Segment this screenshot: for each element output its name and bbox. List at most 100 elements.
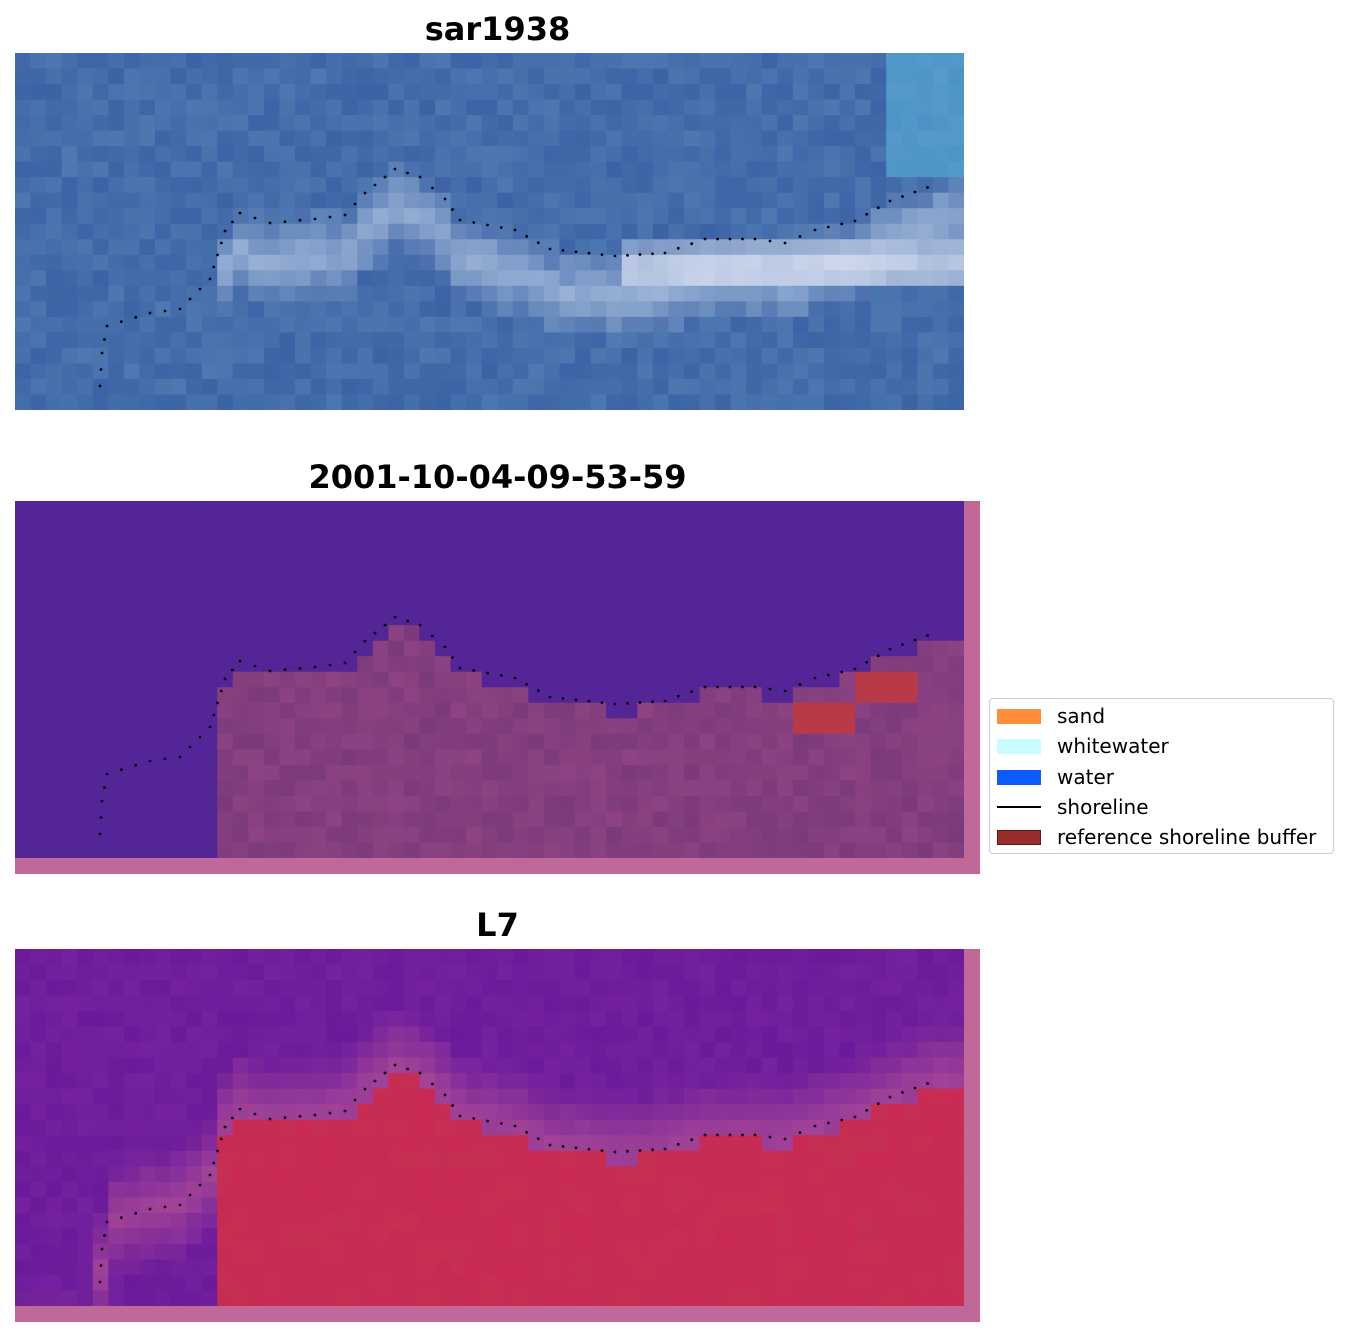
raster-pixel [92, 594, 109, 611]
raster-pixel [652, 995, 670, 1012]
raster-pixel [575, 254, 592, 271]
raster-pixel [606, 1042, 623, 1059]
raster-pixel [155, 1104, 172, 1121]
raster-pixel [761, 1042, 778, 1059]
shoreline-point [865, 1108, 869, 1112]
raster-pixel [30, 1212, 47, 1229]
raster-pixel [419, 563, 436, 580]
raster-pixel [575, 949, 592, 966]
raster-pixel [543, 609, 561, 626]
raster-pixel [201, 980, 218, 997]
raster-pixel [232, 1181, 249, 1198]
raster-pixel [61, 270, 78, 287]
raster-pixel [528, 68, 545, 85]
raster-pixel [155, 687, 172, 704]
raster-pixel [621, 1243, 638, 1261]
raster-pixel [15, 795, 32, 813]
raster-pixel [590, 316, 607, 333]
raster-pixel [528, 1073, 545, 1090]
raster-pixel [217, 1243, 234, 1261]
raster-pixel [808, 208, 825, 225]
raster-pixel [932, 609, 950, 626]
raster-pixel [139, 285, 156, 302]
raster-pixel [263, 363, 281, 380]
raster-pixel [30, 980, 47, 997]
raster-pixel [295, 1274, 312, 1292]
raster-pixel [917, 53, 934, 70]
raster-pixel [652, 687, 670, 704]
raster-pixel [855, 1259, 872, 1276]
raster-pixel [855, 811, 872, 828]
raster-pixel [232, 1243, 249, 1261]
raster-pixel [248, 161, 265, 178]
raster-pixel [855, 1011, 872, 1028]
raster-pixel [248, 208, 265, 225]
raster-pixel [777, 625, 794, 642]
raster-pixel [699, 378, 716, 396]
raster-pixel [108, 378, 125, 396]
raster-pixel [606, 826, 623, 844]
raster-pixel [419, 1212, 436, 1229]
raster-pixel [855, 1088, 872, 1105]
raster-pixel [761, 547, 778, 564]
raster-pixel [279, 1104, 296, 1121]
raster-pixel [30, 516, 47, 533]
raster-pixel [559, 301, 576, 318]
raster-pixel [310, 239, 327, 256]
raster-pixel [61, 301, 78, 318]
raster-pixel [341, 1243, 358, 1261]
raster-pixel [761, 1166, 778, 1183]
raster-pixel [575, 780, 592, 797]
raster-pixel [746, 1088, 763, 1105]
raster-pixel [497, 1073, 514, 1090]
raster-pixel [388, 749, 405, 766]
raster-pixel [808, 316, 825, 333]
raster-pixel [450, 795, 467, 813]
raster-pixel [155, 1042, 172, 1059]
raster-pixel [388, 1181, 405, 1198]
raster-pixel [792, 547, 810, 564]
raster-pixel [61, 625, 78, 642]
raster-pixel [155, 671, 172, 688]
raster-pixel [777, 687, 794, 704]
raster-pixel [310, 378, 327, 396]
raster-pixel [61, 208, 78, 225]
raster-pixel [139, 208, 156, 225]
raster-pixel [715, 1197, 732, 1214]
raster-pixel [263, 532, 281, 549]
raster-pixel [30, 532, 47, 549]
raster-pixel [932, 1150, 950, 1167]
raster-pixel [30, 625, 47, 642]
raster-pixel [77, 656, 94, 673]
raster-pixel [450, 609, 467, 626]
raster-pixel [699, 1057, 716, 1074]
raster-pixel [699, 1181, 716, 1198]
raster-pixel [155, 1259, 172, 1276]
raster-pixel [870, 177, 887, 194]
raster-pixel [715, 1073, 732, 1090]
raster-pixel [901, 1104, 918, 1121]
raster-pixel [917, 532, 934, 549]
raster-pixel [435, 99, 452, 116]
raster-pixel [528, 347, 545, 365]
raster-pixel [123, 1119, 141, 1136]
raster-pixel [870, 316, 887, 333]
raster-pixel [575, 702, 592, 719]
raster-pixel [901, 161, 918, 178]
raster-pixel [450, 394, 467, 410]
raster-pixel [139, 1290, 156, 1307]
raster-pixel [606, 547, 623, 564]
raster-pixel [792, 1290, 810, 1307]
raster-pixel [92, 640, 109, 657]
raster-pixel [372, 547, 389, 564]
raster-pixel [948, 795, 965, 813]
raster-pixel [528, 1212, 545, 1229]
raster-pixel [575, 130, 592, 147]
raster-pixel [792, 53, 810, 70]
raster-pixel [855, 656, 872, 673]
raster-pixel [497, 1104, 514, 1121]
shoreline-point [373, 183, 377, 187]
raster-pixel [606, 980, 623, 997]
raster-pixel [123, 980, 141, 997]
raster-pixel [792, 363, 810, 380]
